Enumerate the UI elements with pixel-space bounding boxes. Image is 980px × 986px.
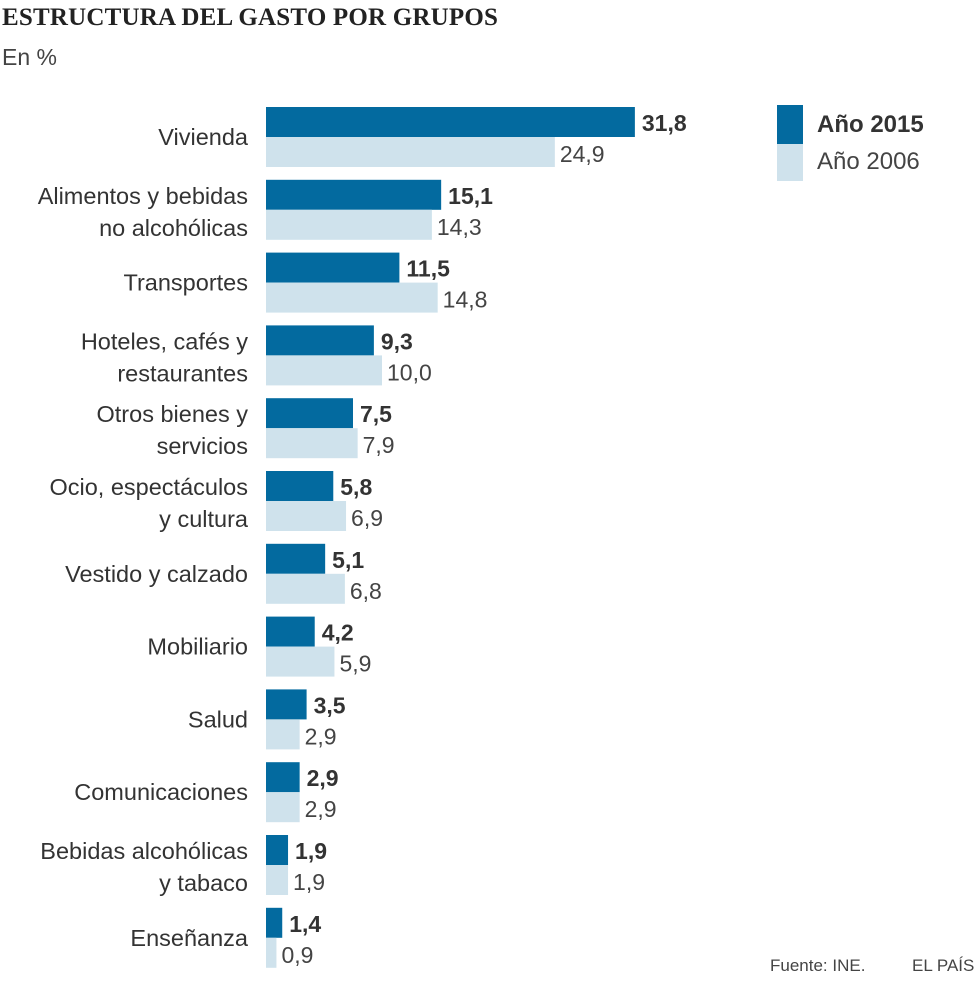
value-label-2015: 9,3 [381, 328, 413, 354]
bar-2006 [266, 646, 335, 677]
value-label-2006: 14,3 [437, 214, 482, 240]
chart-title: ESTRUCTURA DEL GASTO POR GRUPOS [2, 4, 499, 31]
bar-2006 [266, 209, 432, 240]
category-label: Vestido y calzado [65, 561, 248, 587]
category-label: Ocio, espectáculos y cultura [49, 474, 248, 532]
value-label-2006: 2,9 [305, 723, 337, 749]
value-label-2006: 24,9 [560, 141, 605, 167]
value-label-2015: 5,8 [340, 474, 372, 500]
value-label-2015: 11,5 [406, 256, 450, 282]
bar-2006 [266, 573, 345, 604]
bar-2015 [266, 325, 374, 356]
source-note: Fuente: INE. [770, 956, 866, 975]
bar-2006 [266, 501, 347, 531]
category-label: Vivienda [158, 124, 249, 150]
bar-2015 [266, 543, 326, 574]
bar-2006 [266, 719, 300, 750]
value-label-2006: 2,9 [305, 796, 337, 822]
value-label-2015: 1,4 [289, 911, 321, 937]
value-label-2006: 0,9 [281, 942, 313, 968]
bar-2015 [266, 107, 635, 137]
value-label-2015: 7,5 [360, 401, 392, 427]
category-label: Transportes [123, 270, 248, 296]
category-label: Bebidas alcohólicas y tabaco [40, 838, 248, 896]
legend-swatch-2015 [777, 105, 803, 144]
value-label-2006: 14,8 [443, 287, 488, 313]
value-label-2006: 6,9 [351, 505, 383, 531]
legend-label-2015: Año 2015 [817, 111, 924, 138]
bar-2015 [266, 179, 442, 210]
bar-2006 [266, 792, 300, 823]
value-label-2015: 3,5 [314, 692, 346, 718]
value-label-2015: 1,9 [295, 838, 327, 864]
bar-2015 [266, 835, 289, 865]
category-label: Hoteles, cafés y restaurantes [81, 328, 248, 386]
bar-2015 [266, 471, 334, 501]
value-label-2015: 15,1 [448, 183, 493, 209]
brand-logo-text: EL PAÍS [912, 956, 975, 975]
bar-2015 [266, 689, 307, 720]
bar-2015 [266, 252, 400, 283]
legend-label-2006: Año 2006 [817, 148, 920, 175]
value-label-2006: 6,8 [350, 578, 382, 604]
category-label: Comunicaciones [74, 779, 248, 805]
value-label-2006: 7,9 [363, 432, 395, 458]
value-label-2015: 2,9 [307, 765, 339, 791]
category-label: Salud [188, 706, 248, 732]
category-label: Alimentos y bebidas no alcohólicas [38, 183, 248, 241]
bar-2006 [266, 282, 438, 313]
bar-2006 [266, 865, 289, 895]
bar-2015 [266, 616, 315, 647]
bar-2006 [266, 937, 277, 968]
bar-2015 [266, 398, 353, 429]
value-label-2006: 5,9 [339, 651, 371, 677]
value-label-2015: 31,8 [642, 110, 687, 136]
value-label-2015: 4,2 [322, 620, 354, 646]
bar-2015 [266, 762, 300, 793]
chart-subtitle: En % [2, 44, 57, 70]
bar-2015 [266, 907, 283, 938]
bar-2006 [266, 428, 358, 459]
category-label: Otros bienes y servicios [96, 401, 248, 459]
category-label: Enseñanza [130, 925, 249, 951]
value-label-2015: 5,1 [332, 547, 364, 573]
category-label: Mobiliario [147, 634, 248, 660]
bar-2006 [266, 137, 555, 167]
value-label-2006: 1,9 [293, 869, 325, 895]
bar-2006 [266, 355, 382, 386]
legend-swatch-2006 [777, 144, 803, 181]
value-label-2006: 10,0 [387, 359, 432, 385]
